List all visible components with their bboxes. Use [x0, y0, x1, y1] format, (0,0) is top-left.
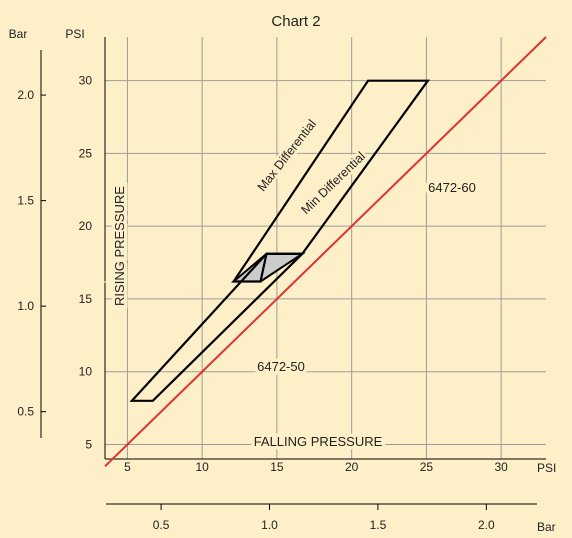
grid: 5 10 15 20 25 30 5 10 15 20 25 30: [79, 37, 546, 474]
y-tick-label-bar: 1.5: [17, 194, 34, 208]
y-unit-psi: PSI: [65, 27, 84, 41]
x-tick-label-psi: 30: [494, 460, 508, 474]
label-min-differential: Min Differential: [298, 149, 368, 217]
x-tick-label-bar: 2.0: [478, 518, 495, 532]
chart-title: Chart 2: [271, 13, 320, 30]
x-tick-label-psi: 10: [195, 460, 209, 474]
y-tick-label-bar: 0.5: [17, 405, 34, 419]
x-unit-psi: PSI: [537, 461, 556, 475]
x-tick-label-psi: 20: [345, 460, 359, 474]
y-tick-label-psi: 5: [85, 437, 92, 451]
label-6472-60: 6472-60: [428, 180, 476, 195]
y-tick-label-psi: 30: [79, 74, 93, 88]
y-tick-label-bar: 2.0: [17, 88, 34, 102]
x-tick-label-bar: 0.5: [153, 518, 170, 532]
x-unit-bar: Bar: [537, 520, 556, 534]
x-tick-label-bar: 1.5: [370, 518, 387, 532]
region-6472-60: [231, 79, 431, 283]
label-max-differential: Max Differential: [255, 117, 319, 194]
label-6472-50: 6472-50: [257, 359, 305, 374]
bar-axes: 0.5 1.0 1.5 2.0 0.5 1.0 1.5 2.0: [17, 50, 537, 532]
y-tick-label-psi: 20: [79, 219, 93, 233]
y-tick-label-bar: 1.0: [17, 299, 34, 313]
x-tick-label-bar: 1.0: [261, 518, 278, 532]
x-tick-label-psi: 5: [124, 460, 131, 474]
y-tick-label-psi: 25: [79, 146, 93, 160]
y-tick-label-psi: 15: [79, 292, 93, 306]
y-axis-label: RISING PRESSURE: [112, 186, 127, 306]
series-layer: [104, 36, 547, 468]
x-axis-label: FALLING PRESSURE: [254, 434, 383, 449]
x-tick-label-psi: 15: [270, 460, 284, 474]
x-tick-label-psi: 25: [420, 460, 434, 474]
y-tick-label-psi: 10: [79, 365, 93, 379]
reference-line: [104, 36, 547, 468]
y-unit-bar: Bar: [9, 27, 28, 41]
